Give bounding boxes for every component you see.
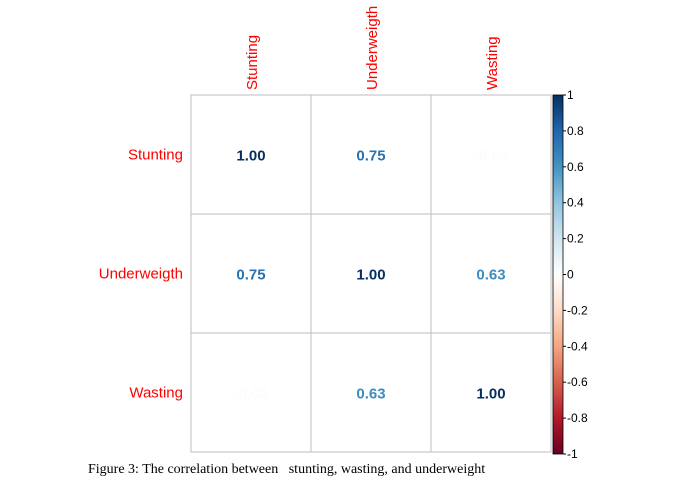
- colorbar-tick-label: -0.8: [567, 411, 588, 425]
- colorbar-tick-label: 0.4: [567, 196, 584, 210]
- colorbar-tick-label: 0.6: [567, 160, 584, 174]
- matrix-cell: [190, 213, 312, 334]
- column-labels: Stunting Underweigth Wasting: [244, 6, 501, 90]
- colorbar-tick-label: -0.6: [567, 375, 588, 389]
- row-label: Wasting: [129, 385, 183, 402]
- matrix-cell: [190, 94, 312, 215]
- colorbar-tick-label: -1: [567, 447, 578, 460]
- row-label: Underweigth: [99, 266, 183, 283]
- colorbar-tick-label: -0.2: [567, 303, 588, 317]
- column-label: Wasting: [484, 36, 501, 90]
- column-label: Stunting: [244, 35, 261, 90]
- cell-value-label: 0.63: [476, 267, 505, 284]
- matrix-cell: [430, 94, 552, 215]
- column-label: Underweigth: [364, 6, 381, 90]
- cell-value-label: 0.63: [356, 386, 385, 403]
- colorbar-tick-label: 0: [567, 268, 574, 282]
- row-label: Stunting: [128, 147, 183, 164]
- matrix-cell: [310, 94, 432, 215]
- cell-value-label: 1.00: [356, 267, 385, 284]
- matrix-cell: [310, 213, 432, 334]
- figure-caption: Figure 3: The correlation between stunti…: [88, 462, 486, 477]
- colorbar-gradient: [552, 94, 564, 455]
- colorbar-tick-label: 0.2: [567, 232, 584, 246]
- matrix-cell: [430, 332, 552, 453]
- cell-value-label: 1.00: [236, 148, 265, 165]
- correlation-grid: [190, 94, 552, 453]
- colorbar-tick-label: -0.4: [567, 339, 588, 353]
- correlation-chart: Stunting Underweigth Wasting Stunting Under…: [99, 6, 588, 460]
- cell-value-label: 0.75: [356, 148, 385, 165]
- colorbar: 1 0.8 0.6 0.4 0.2 0 -0.2 -0.4 -0.6 -0.8 -1: [552, 88, 588, 460]
- cell-value-label: -0.02: [234, 386, 268, 403]
- cell-value-label: 0.75: [236, 267, 265, 284]
- cell-values: 1.00 0.75 -0.02 0.75 1.00 0.63 -0.02 0.63 1.00: [234, 148, 508, 403]
- cell-value-label: 1.00: [476, 386, 505, 403]
- matrix-cell: [430, 213, 552, 334]
- matrix-cell: [190, 332, 312, 453]
- matrix-cell: [310, 332, 432, 453]
- cell-value-label: -0.02: [474, 148, 508, 165]
- colorbar-tick-label: 0.8: [567, 124, 584, 138]
- colorbar-tick-label: 1: [567, 88, 574, 102]
- row-labels: Stunting Underweigth Wasting: [99, 147, 183, 402]
